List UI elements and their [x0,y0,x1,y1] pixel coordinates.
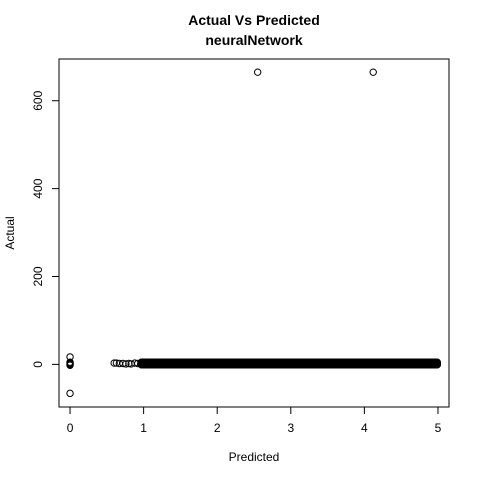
x-tick-label: 2 [214,421,221,435]
x-axis: 0 1 2 3 4 5 [67,406,442,435]
chart-title: Actual Vs Predicted [188,12,320,28]
x-tick-label: 3 [287,421,294,435]
data-point [66,359,74,367]
y-tick-label: 600 [31,90,45,110]
data-point [66,361,74,369]
data-points [66,68,441,398]
data-point [110,359,118,367]
x-tick-label: 4 [361,421,368,435]
y-tick-label: 0 [31,361,45,368]
data-point [122,360,130,368]
chart-subtitle: neuralNetwork [205,32,302,48]
data-point [66,389,74,398]
plot-frame [58,58,450,408]
x-tick-label: 1 [140,421,147,435]
data-point [369,68,377,76]
x-axis-label: Predicted [229,450,280,464]
y-axis: 0 200 400 600 [31,90,60,368]
x-tick-label: 5 [435,421,442,435]
data-point [433,358,441,366]
data-point [119,359,127,368]
y-axis-label: Actual [3,216,17,249]
data-point [253,68,262,76]
y-tick-label: 200 [31,266,45,286]
y-tick-label: 400 [31,178,45,198]
x-tick-label: 0 [67,421,74,435]
